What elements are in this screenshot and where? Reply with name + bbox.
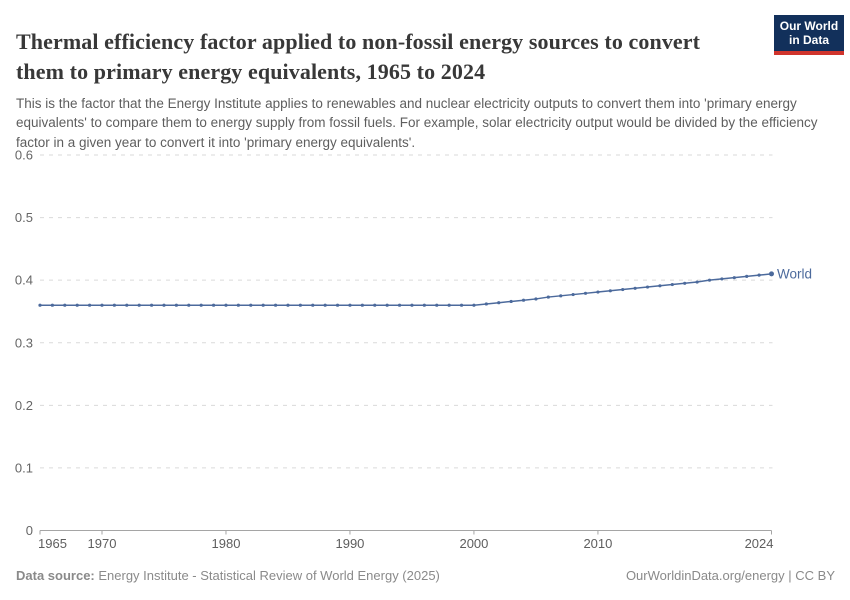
data-point (162, 303, 166, 307)
data-point (397, 303, 402, 307)
data-point (757, 273, 761, 277)
data-point (769, 271, 774, 277)
data-point (509, 299, 513, 304)
y-tick-label: 0.2 (15, 398, 33, 413)
data-point (435, 303, 439, 307)
data-point (50, 303, 54, 307)
data-point (521, 298, 526, 302)
data-point (683, 281, 687, 285)
owid-logo-line1: Our World (779, 19, 839, 33)
data-point (335, 303, 340, 307)
data-point (621, 287, 625, 292)
data-point (720, 277, 724, 281)
data-point (100, 303, 104, 307)
data-source-label: Data source: (16, 568, 95, 583)
data-point (583, 291, 588, 295)
data-point (360, 303, 364, 307)
data-point (472, 303, 476, 307)
x-tick-label: 1965 (38, 536, 67, 551)
data-point (645, 285, 650, 289)
data-point (745, 274, 749, 279)
data-point (261, 303, 265, 307)
data-point (75, 303, 79, 307)
data-point (348, 303, 352, 307)
data-point (732, 276, 736, 280)
x-tick-label: 1990 (335, 536, 364, 551)
data-point (373, 303, 377, 307)
data-point (497, 301, 501, 305)
y-tick-label: 0.6 (15, 148, 33, 163)
data-point (410, 303, 414, 307)
data-point (63, 303, 67, 307)
data-point (137, 303, 141, 307)
x-tick-label: 1970 (88, 536, 117, 551)
data-point (633, 286, 637, 290)
chart-footer: Data source: Energy Institute - Statisti… (16, 568, 835, 588)
data-point (670, 282, 674, 287)
data-point (236, 303, 240, 307)
data-point (559, 294, 563, 298)
data-point (187, 303, 191, 307)
data-point (298, 303, 302, 307)
data-point (571, 292, 575, 297)
y-tick-label: 0.3 (15, 335, 33, 350)
x-tick-label: 2010 (583, 536, 612, 551)
data-point (447, 303, 451, 307)
data-point (534, 297, 538, 301)
series-label-world: World (777, 266, 812, 281)
data-point (459, 303, 464, 307)
x-tick-label: 2000 (459, 536, 488, 551)
chart-title: Thermal efficiency factor applied to non… (16, 28, 701, 84)
data-point (249, 303, 253, 307)
data-point (87, 303, 92, 307)
data-line-world (40, 273, 772, 306)
data-point (199, 303, 203, 307)
license-note: OurWorldinData.org/energy | CC BY (625, 568, 835, 583)
y-tick-label: 0.4 (15, 273, 33, 288)
data-point (273, 303, 278, 307)
data-point (484, 302, 488, 306)
chart-subtitle: This is the factor that the Energy Insti… (16, 95, 818, 150)
data-point (149, 303, 154, 307)
data-point (596, 290, 600, 294)
data-point (311, 303, 315, 307)
x-tick-label: 1980 (212, 536, 241, 551)
data-point (125, 303, 129, 307)
data-source: Data source: Energy Institute - Statisti… (16, 568, 440, 583)
y-tick-label: 0 (26, 523, 33, 538)
data-point (323, 303, 327, 307)
data-point (112, 303, 116, 307)
data-source-value: Energy Institute - Statistical Review of… (94, 568, 440, 583)
data-point (707, 278, 712, 282)
data-point (38, 303, 42, 307)
data-point (608, 289, 612, 293)
data-point (695, 280, 699, 284)
data-point (286, 303, 290, 307)
owid-logo-line2: in Data (788, 33, 829, 47)
data-point (224, 303, 228, 307)
data-point (546, 295, 550, 299)
data-point (658, 284, 662, 288)
data-point (174, 303, 178, 307)
x-tick-label: 2024 (745, 536, 774, 551)
y-tick-label: 0.1 (15, 460, 33, 475)
y-tick-label: 0.5 (15, 210, 33, 225)
data-point (422, 303, 426, 307)
owid-logo: Our World in Data (774, 15, 844, 55)
data-point (385, 303, 389, 307)
data-point (211, 303, 216, 307)
